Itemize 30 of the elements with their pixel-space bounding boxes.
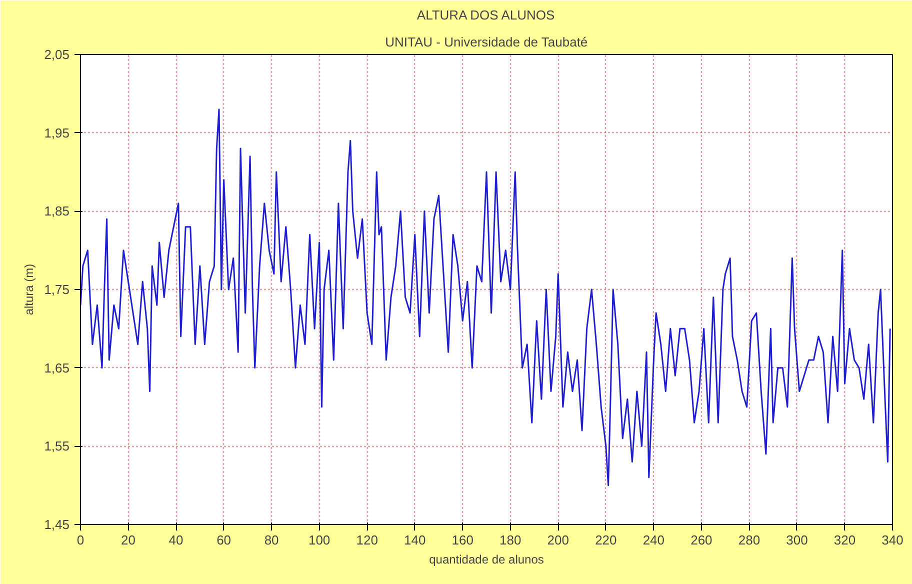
x-tick-label: 0 [76, 532, 84, 548]
y-tick-label: 1,65 [44, 360, 70, 376]
x-axis-title: quantidade de alunos [429, 552, 544, 566]
y-tick-label: 1,75 [44, 282, 70, 297]
y-tick-label: 1,45 [44, 517, 70, 532]
x-tick-label: 140 [404, 532, 426, 548]
chart-subtitle: UNITAU - Universidade de Taubaté [385, 34, 588, 50]
y-axis-title: altura (m) [22, 264, 36, 316]
x-tick-label: 320 [834, 532, 856, 548]
x-tick-label: 80 [264, 532, 279, 548]
x-tick-label: 340 [882, 532, 904, 548]
x-tick-label: 160 [452, 532, 474, 548]
x-tick-label: 120 [356, 532, 378, 548]
x-tick-label: 60 [216, 532, 232, 548]
x-tick-label: 280 [738, 532, 760, 548]
y-tick-label: 1,55 [44, 438, 70, 454]
chart-title: ALTURA DOS ALUNOS [416, 8, 555, 22]
y-tick-label: 1,85 [44, 204, 70, 219]
x-tick-label: 260 [690, 532, 712, 548]
x-tick-label: 40 [168, 532, 184, 548]
x-tick-label: 200 [547, 532, 570, 548]
x-tick-label: 20 [121, 532, 136, 548]
y-tick-label: 2,05 [44, 47, 70, 62]
y-tick-label: 1,95 [44, 125, 70, 140]
x-tick-label: 300 [786, 532, 808, 548]
x-tick-label: 220 [595, 532, 617, 548]
line-series [80, 108, 891, 486]
x-tick-label: 100 [308, 532, 330, 548]
x-tick-label: 180 [500, 532, 522, 548]
x-tick-label: 240 [642, 532, 665, 548]
